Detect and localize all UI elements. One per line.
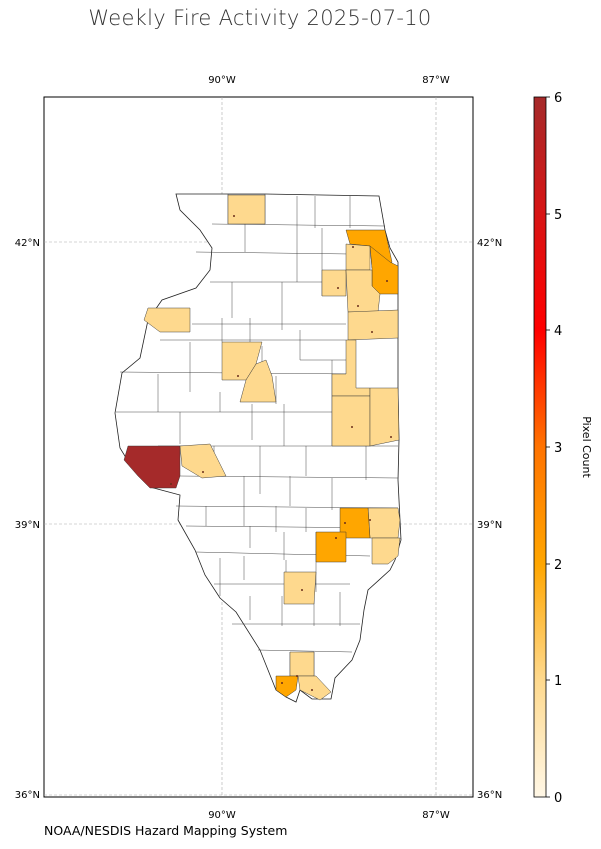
tick-top-90w: 90°W xyxy=(208,75,236,86)
bottom-lon-ticks: 90°W 87°W xyxy=(208,810,450,821)
tick-top-87w: 87°W xyxy=(422,75,450,86)
cb-tick-2: 2 xyxy=(554,558,562,573)
right-lat-ticks: 42°N 39°N 36°N xyxy=(477,238,502,801)
tick-right-36n: 36°N xyxy=(477,790,502,801)
cb-tick-5: 5 xyxy=(554,208,562,223)
tick-bottom-90w: 90°W xyxy=(208,810,236,821)
tick-left-36n: 36°N xyxy=(15,790,40,801)
colorbar-tick-labels: 0 1 2 3 4 5 6 xyxy=(554,91,562,806)
top-lon-ticks: 90°W 87°W xyxy=(208,75,450,86)
fire-points xyxy=(170,215,392,691)
tick-bottom-87w: 87°W xyxy=(422,810,450,821)
tick-left-42n: 42°N xyxy=(15,238,40,249)
county-crawford xyxy=(367,507,401,539)
county-jasper xyxy=(339,507,371,539)
cb-tick-0: 0 xyxy=(554,791,562,806)
county-ford xyxy=(331,395,371,447)
county-wayne xyxy=(315,531,347,563)
left-lat-ticks: 42°N 39°N 36°N xyxy=(15,238,40,801)
county-stephenson xyxy=(227,194,266,225)
county-adams xyxy=(123,445,181,489)
county-will xyxy=(347,309,399,341)
fire-counties xyxy=(123,194,401,701)
county-union xyxy=(275,675,299,698)
cb-tick-4: 4 xyxy=(554,324,562,339)
county-mason xyxy=(239,359,277,403)
tick-left-39n: 39°N xyxy=(15,520,40,531)
colorbar-label: Pixel Count xyxy=(580,416,593,478)
map-title: Weekly Fire Activity 2025-07-10 xyxy=(88,6,432,30)
county-rock-island xyxy=(143,307,191,333)
colorbar-ticks xyxy=(546,96,550,798)
county-pope xyxy=(289,651,315,677)
county-jefferson xyxy=(283,571,317,605)
county-pike xyxy=(179,443,227,479)
county-vermilion xyxy=(369,387,400,447)
colorbar xyxy=(533,96,547,798)
cb-tick-1: 1 xyxy=(554,674,562,689)
county-kane xyxy=(321,269,347,297)
county-massac xyxy=(297,675,332,701)
county-mchenry xyxy=(345,243,371,271)
credit-text: NOAA/NESDIS Hazard Mapping System xyxy=(44,823,288,838)
cb-tick-6: 6 xyxy=(554,91,562,106)
tick-right-39n: 39°N xyxy=(477,520,502,531)
cb-tick-3: 3 xyxy=(554,441,562,456)
county-lawrence xyxy=(371,537,401,565)
tick-right-42n: 42°N xyxy=(477,238,502,249)
